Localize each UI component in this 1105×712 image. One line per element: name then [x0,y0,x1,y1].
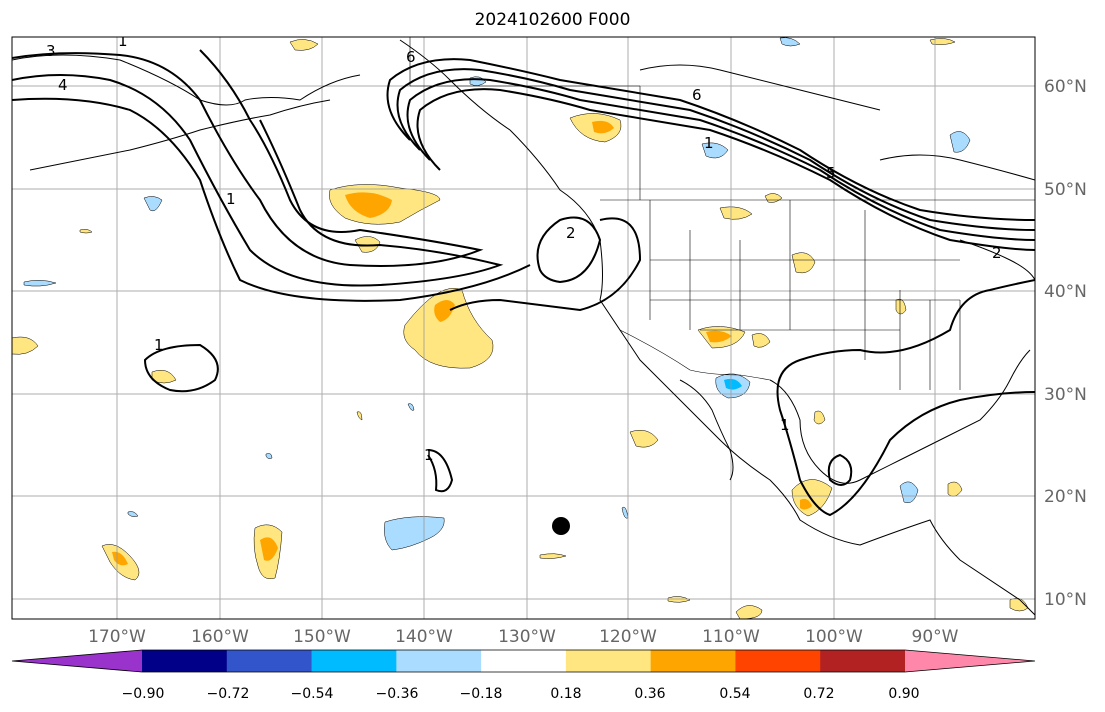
colorbar-segment [226,650,313,672]
colorbar-segment [735,650,821,672]
colorbar-tick-label: −0.90 [122,686,165,702]
colorbar-segment [481,650,567,672]
lon-label: 120°W [599,627,657,647]
contour-lines [12,49,1035,517]
lon-label: 130°W [498,627,556,647]
contour-label: 1 [424,446,434,464]
lon-label: 170°W [88,627,146,647]
colorbar-tick-label: 0.90 [888,686,919,702]
colorbar-tick-label: −0.72 [207,686,250,702]
contour-label: 2 [992,244,1002,262]
contour-label: 3 [46,42,56,60]
contour-label: 2 [566,224,576,242]
lat-label: 10°N [1044,590,1087,610]
map-title: 2024102600 F000 [474,10,631,30]
black-dot-marker [552,517,570,535]
latitude-labels: 60°N 50°N 40°N 30°N 20°N 10°N [1044,77,1087,610]
lon-label: 100°W [805,627,863,647]
colorbar-tick-label: 0.54 [719,686,750,702]
political-borders [409,37,1035,390]
lon-label: 110°W [702,627,760,647]
colorbar-tick-label: −0.54 [291,686,334,702]
colorbar-segment [565,650,652,672]
colorbar [11,649,1036,673]
colorbar-tick-label: 0.36 [634,686,665,702]
lon-label: 150°W [293,627,351,647]
colorbar-segment [396,650,482,672]
contour-label: 5 [826,164,836,182]
colorbar-tick-label: 0.72 [803,686,834,702]
contour-label: 6 [692,86,702,104]
lat-label: 20°N [1044,487,1087,507]
lon-label: 160°W [191,627,249,647]
colorbar-outline [11,649,1036,673]
lat-label: 50°N [1044,180,1087,200]
colorbar-segment [650,650,736,672]
colorbar-tick-label: 0.18 [550,686,581,702]
contour-label: 1 [118,32,128,50]
contour-label: 4 [58,76,68,94]
lon-label: 140°W [395,627,453,647]
colorbar-tick-label: −0.36 [376,686,419,702]
longitude-labels: 170°W 160°W 150°W 140°W 130°W 120°W 110°… [88,627,959,647]
contour-label: 1 [226,190,236,208]
colorbar-extend-low [12,650,142,672]
colorbar-segment [820,650,906,672]
map-frame [11,36,1036,620]
contour-label: 1 [704,134,714,152]
lat-label: 30°N [1044,385,1087,405]
contour-label: 6 [406,48,416,66]
map-background [12,37,1035,619]
colorbar-ticks: −0.90 −0.72 −0.54 −0.36 −0.18 0.18 0.36 … [122,686,920,702]
colorbar-extend-high [905,650,1035,672]
coastlines [12,39,1035,616]
colorbar-tick-label: −0.18 [460,686,503,702]
contour-label: 1 [780,416,790,434]
colorbar-segment [311,650,397,672]
contour-label: 1 [154,336,164,354]
colorbar-segment [142,650,228,672]
lon-label: 90°W [912,627,959,647]
lat-label: 60°N [1044,77,1087,97]
contour-labels: 3 4 1 6 6 1 5 2 2 1 1 1 1 [46,32,1002,464]
lat-label: 40°N [1044,282,1087,302]
negative-anomaly-shading [23,37,971,551]
